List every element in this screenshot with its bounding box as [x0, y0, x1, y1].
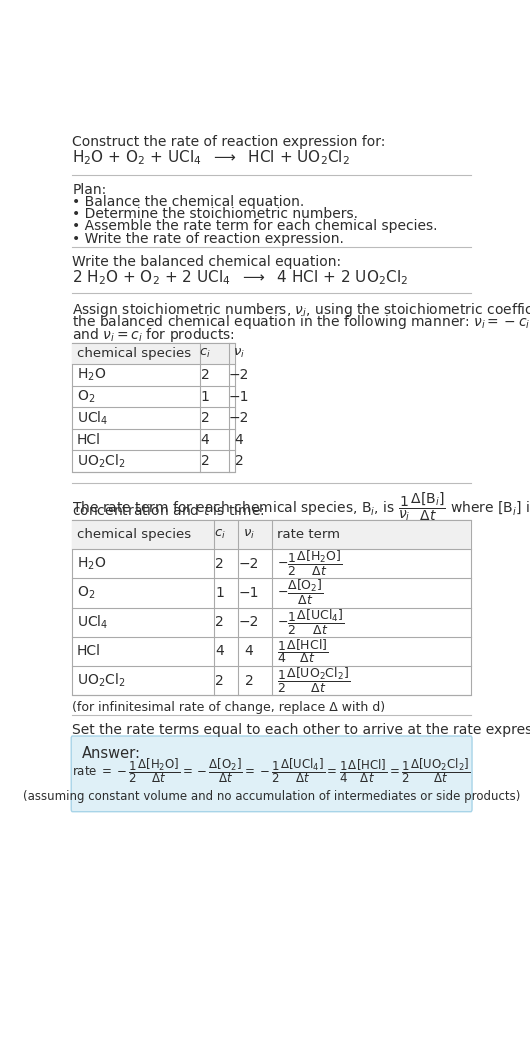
Text: • Balance the chemical equation.: • Balance the chemical equation. — [73, 195, 305, 209]
Text: 4: 4 — [235, 433, 243, 447]
Text: H$_2$O + O$_2$ + UCl$_4$  $\longrightarrow$  HCl + UO$_2$Cl$_2$: H$_2$O + O$_2$ + UCl$_4$ $\longrightarro… — [73, 149, 350, 167]
Text: Set the rate terms equal to each other to arrive at the rate expression:: Set the rate terms equal to each other t… — [73, 723, 530, 737]
Text: 2: 2 — [200, 454, 209, 469]
Text: HCl: HCl — [77, 433, 101, 447]
Text: The rate term for each chemical species, B$_i$, is $\dfrac{1}{\nu_i}\dfrac{\Delt: The rate term for each chemical species,… — [73, 491, 530, 523]
Text: 4: 4 — [245, 644, 253, 658]
Text: Assign stoichiometric numbers, $\nu_i$, using the stoichiometric coefficients, $: Assign stoichiometric numbers, $\nu_i$, … — [73, 301, 530, 319]
Text: 2: 2 — [215, 556, 224, 571]
Bar — [73, 520, 471, 549]
Text: Plan:: Plan: — [73, 182, 107, 197]
Text: • Write the rate of reaction expression.: • Write the rate of reaction expression. — [73, 232, 344, 246]
Text: $-\dfrac{1}{2}\dfrac{\Delta[\mathrm{H_2O}]}{\Delta t}$: $-\dfrac{1}{2}\dfrac{\Delta[\mathrm{H_2O… — [277, 549, 342, 578]
Text: $-\dfrac{\Delta[\mathrm{O_2}]}{\Delta t}$: $-\dfrac{\Delta[\mathrm{O_2}]}{\Delta t}… — [277, 578, 324, 608]
Text: • Determine the stoichiometric numbers.: • Determine the stoichiometric numbers. — [73, 207, 358, 221]
Text: and $\nu_i = c_i$ for products:: and $\nu_i = c_i$ for products: — [73, 325, 235, 344]
Text: (assuming constant volume and no accumulation of intermediates or side products): (assuming constant volume and no accumul… — [23, 791, 520, 803]
Text: 2: 2 — [200, 411, 209, 425]
Text: 2: 2 — [200, 368, 209, 382]
FancyBboxPatch shape — [71, 736, 472, 812]
Text: rate term: rate term — [277, 528, 340, 541]
Text: • Assemble the rate term for each chemical species.: • Assemble the rate term for each chemic… — [73, 220, 438, 233]
Text: $-\dfrac{1}{2}\dfrac{\Delta[\mathrm{UCl_4}]}{\Delta t}$: $-\dfrac{1}{2}\dfrac{\Delta[\mathrm{UCl_… — [277, 608, 344, 637]
Bar — [73, 520, 471, 696]
Text: Construct the rate of reaction expression for:: Construct the rate of reaction expressio… — [73, 135, 386, 149]
Text: Answer:: Answer: — [82, 746, 141, 761]
Text: H$_2$O: H$_2$O — [77, 367, 107, 383]
Text: 1: 1 — [200, 389, 209, 404]
Text: 2 H$_2$O + O$_2$ + 2 UCl$_4$  $\longrightarrow$  4 HCl + 2 UO$_2$Cl$_2$: 2 H$_2$O + O$_2$ + 2 UCl$_4$ $\longright… — [73, 269, 409, 288]
Text: $\dfrac{1}{4}\dfrac{\Delta[\mathrm{HCl}]}{\Delta t}$: $\dfrac{1}{4}\dfrac{\Delta[\mathrm{HCl}]… — [277, 637, 329, 665]
Text: 2: 2 — [235, 454, 243, 469]
Text: −1: −1 — [239, 586, 259, 600]
Text: 4: 4 — [200, 433, 209, 447]
Text: −2: −2 — [239, 615, 259, 630]
Text: O$_2$: O$_2$ — [77, 388, 95, 405]
Text: 4: 4 — [215, 644, 224, 658]
Text: concentration and $t$ is time:: concentration and $t$ is time: — [73, 503, 265, 518]
Text: $\nu_i$: $\nu_i$ — [233, 347, 245, 360]
Bar — [73, 343, 235, 472]
Text: 1: 1 — [215, 586, 224, 600]
Text: UO$_2$Cl$_2$: UO$_2$Cl$_2$ — [77, 672, 126, 689]
Text: $c_i$: $c_i$ — [214, 528, 226, 541]
Text: rate $= -\dfrac{1}{2}\dfrac{\Delta[\mathrm{H_2O}]}{\Delta t} = -\dfrac{\Delta[\m: rate $= -\dfrac{1}{2}\dfrac{\Delta[\math… — [73, 756, 471, 786]
Text: UCl$_4$: UCl$_4$ — [77, 613, 109, 631]
Text: O$_2$: O$_2$ — [77, 585, 95, 601]
Text: chemical species: chemical species — [77, 347, 191, 360]
Text: 2: 2 — [245, 674, 253, 687]
Text: HCl: HCl — [77, 644, 101, 658]
Text: 2: 2 — [215, 674, 224, 687]
Text: Write the balanced chemical equation:: Write the balanced chemical equation: — [73, 255, 341, 269]
Text: 2: 2 — [215, 615, 224, 630]
Text: −2: −2 — [239, 556, 259, 571]
Text: H$_2$O: H$_2$O — [77, 555, 107, 572]
Text: $\nu_i$: $\nu_i$ — [243, 528, 255, 541]
Text: $\dfrac{1}{2}\dfrac{\Delta[\mathrm{UO_2Cl_2}]}{\Delta t}$: $\dfrac{1}{2}\dfrac{\Delta[\mathrm{UO_2C… — [277, 666, 350, 696]
Text: −2: −2 — [229, 368, 249, 382]
Text: $c_i$: $c_i$ — [199, 347, 211, 360]
Text: −2: −2 — [229, 411, 249, 425]
Bar — [73, 343, 235, 364]
Text: −1: −1 — [229, 389, 249, 404]
Text: UO$_2$Cl$_2$: UO$_2$Cl$_2$ — [77, 453, 126, 470]
Text: chemical species: chemical species — [77, 528, 191, 541]
Text: (for infinitesimal rate of change, replace Δ with d): (for infinitesimal rate of change, repla… — [73, 702, 386, 714]
Text: the balanced chemical equation in the following manner: $\nu_i = -c_i$ for react: the balanced chemical equation in the fo… — [73, 314, 530, 332]
Text: UCl$_4$: UCl$_4$ — [77, 409, 109, 427]
